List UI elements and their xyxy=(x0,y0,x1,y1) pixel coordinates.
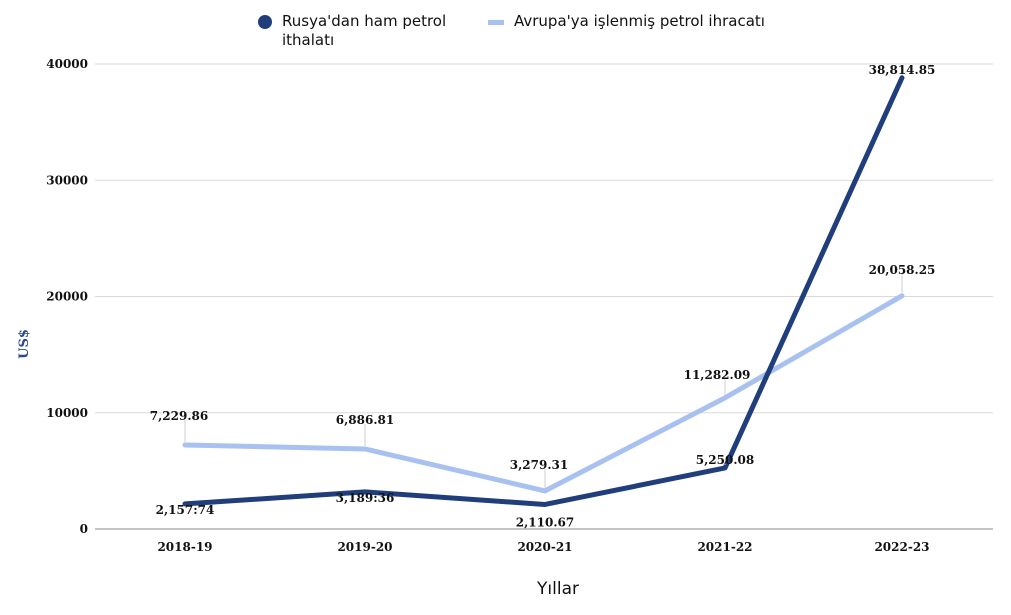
series-line-refined-exports xyxy=(182,293,905,494)
legend-item-crude-imports: Rusya'dan ham petrol ithalatı xyxy=(258,12,462,50)
series-line-crude-imports xyxy=(182,75,905,507)
y-tick-label: 10000 xyxy=(46,406,88,420)
legend-label: Rusya'dan ham petrol ithalatı xyxy=(282,12,447,49)
x-tick-label: 2022-23 xyxy=(874,540,929,554)
data-label: 2,157:74 xyxy=(156,503,215,517)
x-axis-ticks: 2018-19 2019-20 2020-21 2021-22 2022-23 xyxy=(157,540,929,554)
data-label: 3,279.31 xyxy=(510,458,568,472)
y-tick-label: 30000 xyxy=(46,173,88,187)
gridlines xyxy=(95,63,993,530)
y-tick-label: 0 xyxy=(80,522,88,536)
y-axis-ticks: 0 10000 20000 30000 40000 xyxy=(46,57,88,536)
data-label: 20,058.25 xyxy=(869,263,936,277)
data-label: 3,189:36 xyxy=(336,491,395,505)
legend-label: Avrupa'ya işlenmiş petrol ihracatı xyxy=(514,12,765,30)
x-tick-label: 2020-21 xyxy=(517,540,572,554)
data-label: 38,814.85 xyxy=(869,63,936,77)
x-tick-label: 2019-20 xyxy=(337,540,392,554)
x-tick-label: 2021-22 xyxy=(697,540,752,554)
legend-item-refined-exports: Avrupa'ya işlenmiş petrol ihracatı xyxy=(488,12,774,50)
data-label: 2,110.67 xyxy=(516,515,574,529)
legend: Rusya'dan ham petrol ithalatı Avrupa'ya … xyxy=(258,12,774,50)
data-label: 7,229.86 xyxy=(150,409,208,423)
y-axis-label: US$ xyxy=(17,329,32,359)
legend-dot-icon xyxy=(258,15,272,29)
data-label: 6,886.81 xyxy=(336,413,394,427)
series-lines xyxy=(182,75,905,507)
y-tick-label: 40000 xyxy=(46,57,88,71)
data-label: 5,250.08 xyxy=(696,453,754,467)
data-label: 11,282.09 xyxy=(684,368,751,382)
y-tick-label: 20000 xyxy=(46,290,88,304)
x-tick-label: 2018-19 xyxy=(157,540,212,554)
legend-line-icon xyxy=(488,20,504,25)
data-labels: 2,157:74 3,189:36 2,110.67 5,250.08 38,814.8… xyxy=(150,63,936,530)
x-axis-label: Yıllar xyxy=(536,579,579,599)
